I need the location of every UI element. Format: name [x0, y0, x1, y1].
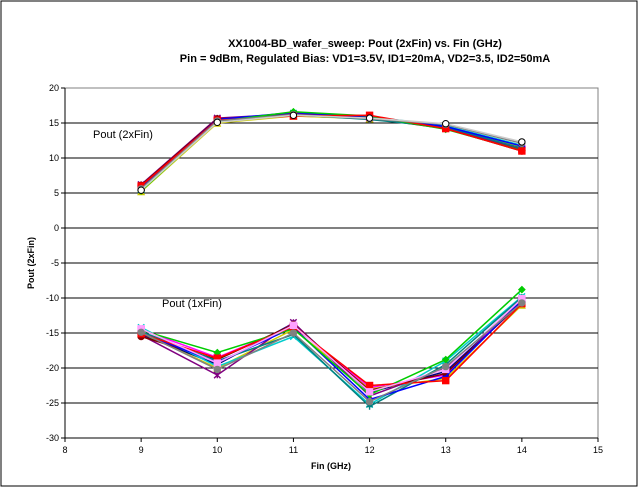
series-line: [140, 298, 523, 393]
data-point: [518, 299, 526, 307]
data-point: [213, 359, 221, 367]
data-point: [441, 355, 450, 364]
series-layer: [137, 107, 526, 410]
x-tick-label: 9: [139, 445, 144, 455]
y-tick-label: -15: [46, 328, 59, 338]
data-point: [518, 138, 526, 146]
x-tick-label: 8: [62, 445, 67, 455]
data-point: [442, 120, 450, 128]
series-line: [140, 289, 523, 396]
y-tick-label: 20: [49, 83, 59, 93]
series-line: [140, 302, 523, 403]
data-point: [289, 329, 298, 337]
y-tick-label: -10: [46, 293, 59, 303]
chart-subtitle: Pin = 9dBm, Regulated Bias: VD1=3.5V, ID…: [180, 53, 550, 65]
data-point: [365, 114, 374, 122]
x-tick-label: 13: [441, 445, 451, 455]
y-tick-label: 5: [54, 188, 59, 198]
annotation-pout-2xfin: Pout (2xFin): [93, 129, 153, 141]
y-tick-label: -30: [46, 433, 59, 443]
chart-title: XX1004-BD_wafer_sweep: Pout (2xFin) vs. …: [228, 38, 502, 50]
x-tick-label: 14: [517, 445, 527, 455]
data-point: [213, 118, 221, 127]
y-tick-label: 15: [49, 118, 59, 128]
data-point: [289, 111, 298, 120]
y-tick-label: 10: [49, 153, 59, 163]
y-tick-label: -20: [46, 363, 59, 373]
x-tick-label: 10: [212, 445, 222, 455]
series-line: [140, 303, 523, 387]
y-tick-label: -25: [46, 398, 59, 408]
data-point: [442, 362, 450, 371]
data-point: [365, 381, 374, 390]
data-point: [289, 321, 298, 330]
series-line: [140, 296, 523, 408]
data-point: [137, 328, 145, 336]
data-point: [213, 365, 221, 374]
axes: -30 -25 -20 -15 -10 -5 0 5 10 15 20 8 9 10 11 12 13 14 15: [46, 83, 603, 455]
x-tick-label: 15: [593, 445, 603, 455]
y-tick-label: -5: [51, 258, 59, 268]
data-point: [518, 147, 526, 155]
data-point: [365, 397, 374, 406]
y-axis-title: Pout (2xFin): [26, 237, 36, 289]
series-line: [140, 114, 523, 191]
x-axis-title: Fin (GHz): [311, 461, 351, 471]
x-tick-label: 11: [289, 445, 298, 455]
annotation-pout-1xfin: Pout (1xFin): [162, 298, 222, 310]
data-point: [442, 376, 450, 385]
data-point: [365, 388, 374, 396]
data-series: [137, 299, 526, 406]
data-point: [517, 285, 526, 294]
data-series: [137, 111, 526, 194]
series-line: [140, 114, 523, 187]
data-point: [137, 186, 145, 194]
x-tick-label: 12: [365, 445, 375, 455]
y-tick-label: 0: [54, 223, 59, 233]
